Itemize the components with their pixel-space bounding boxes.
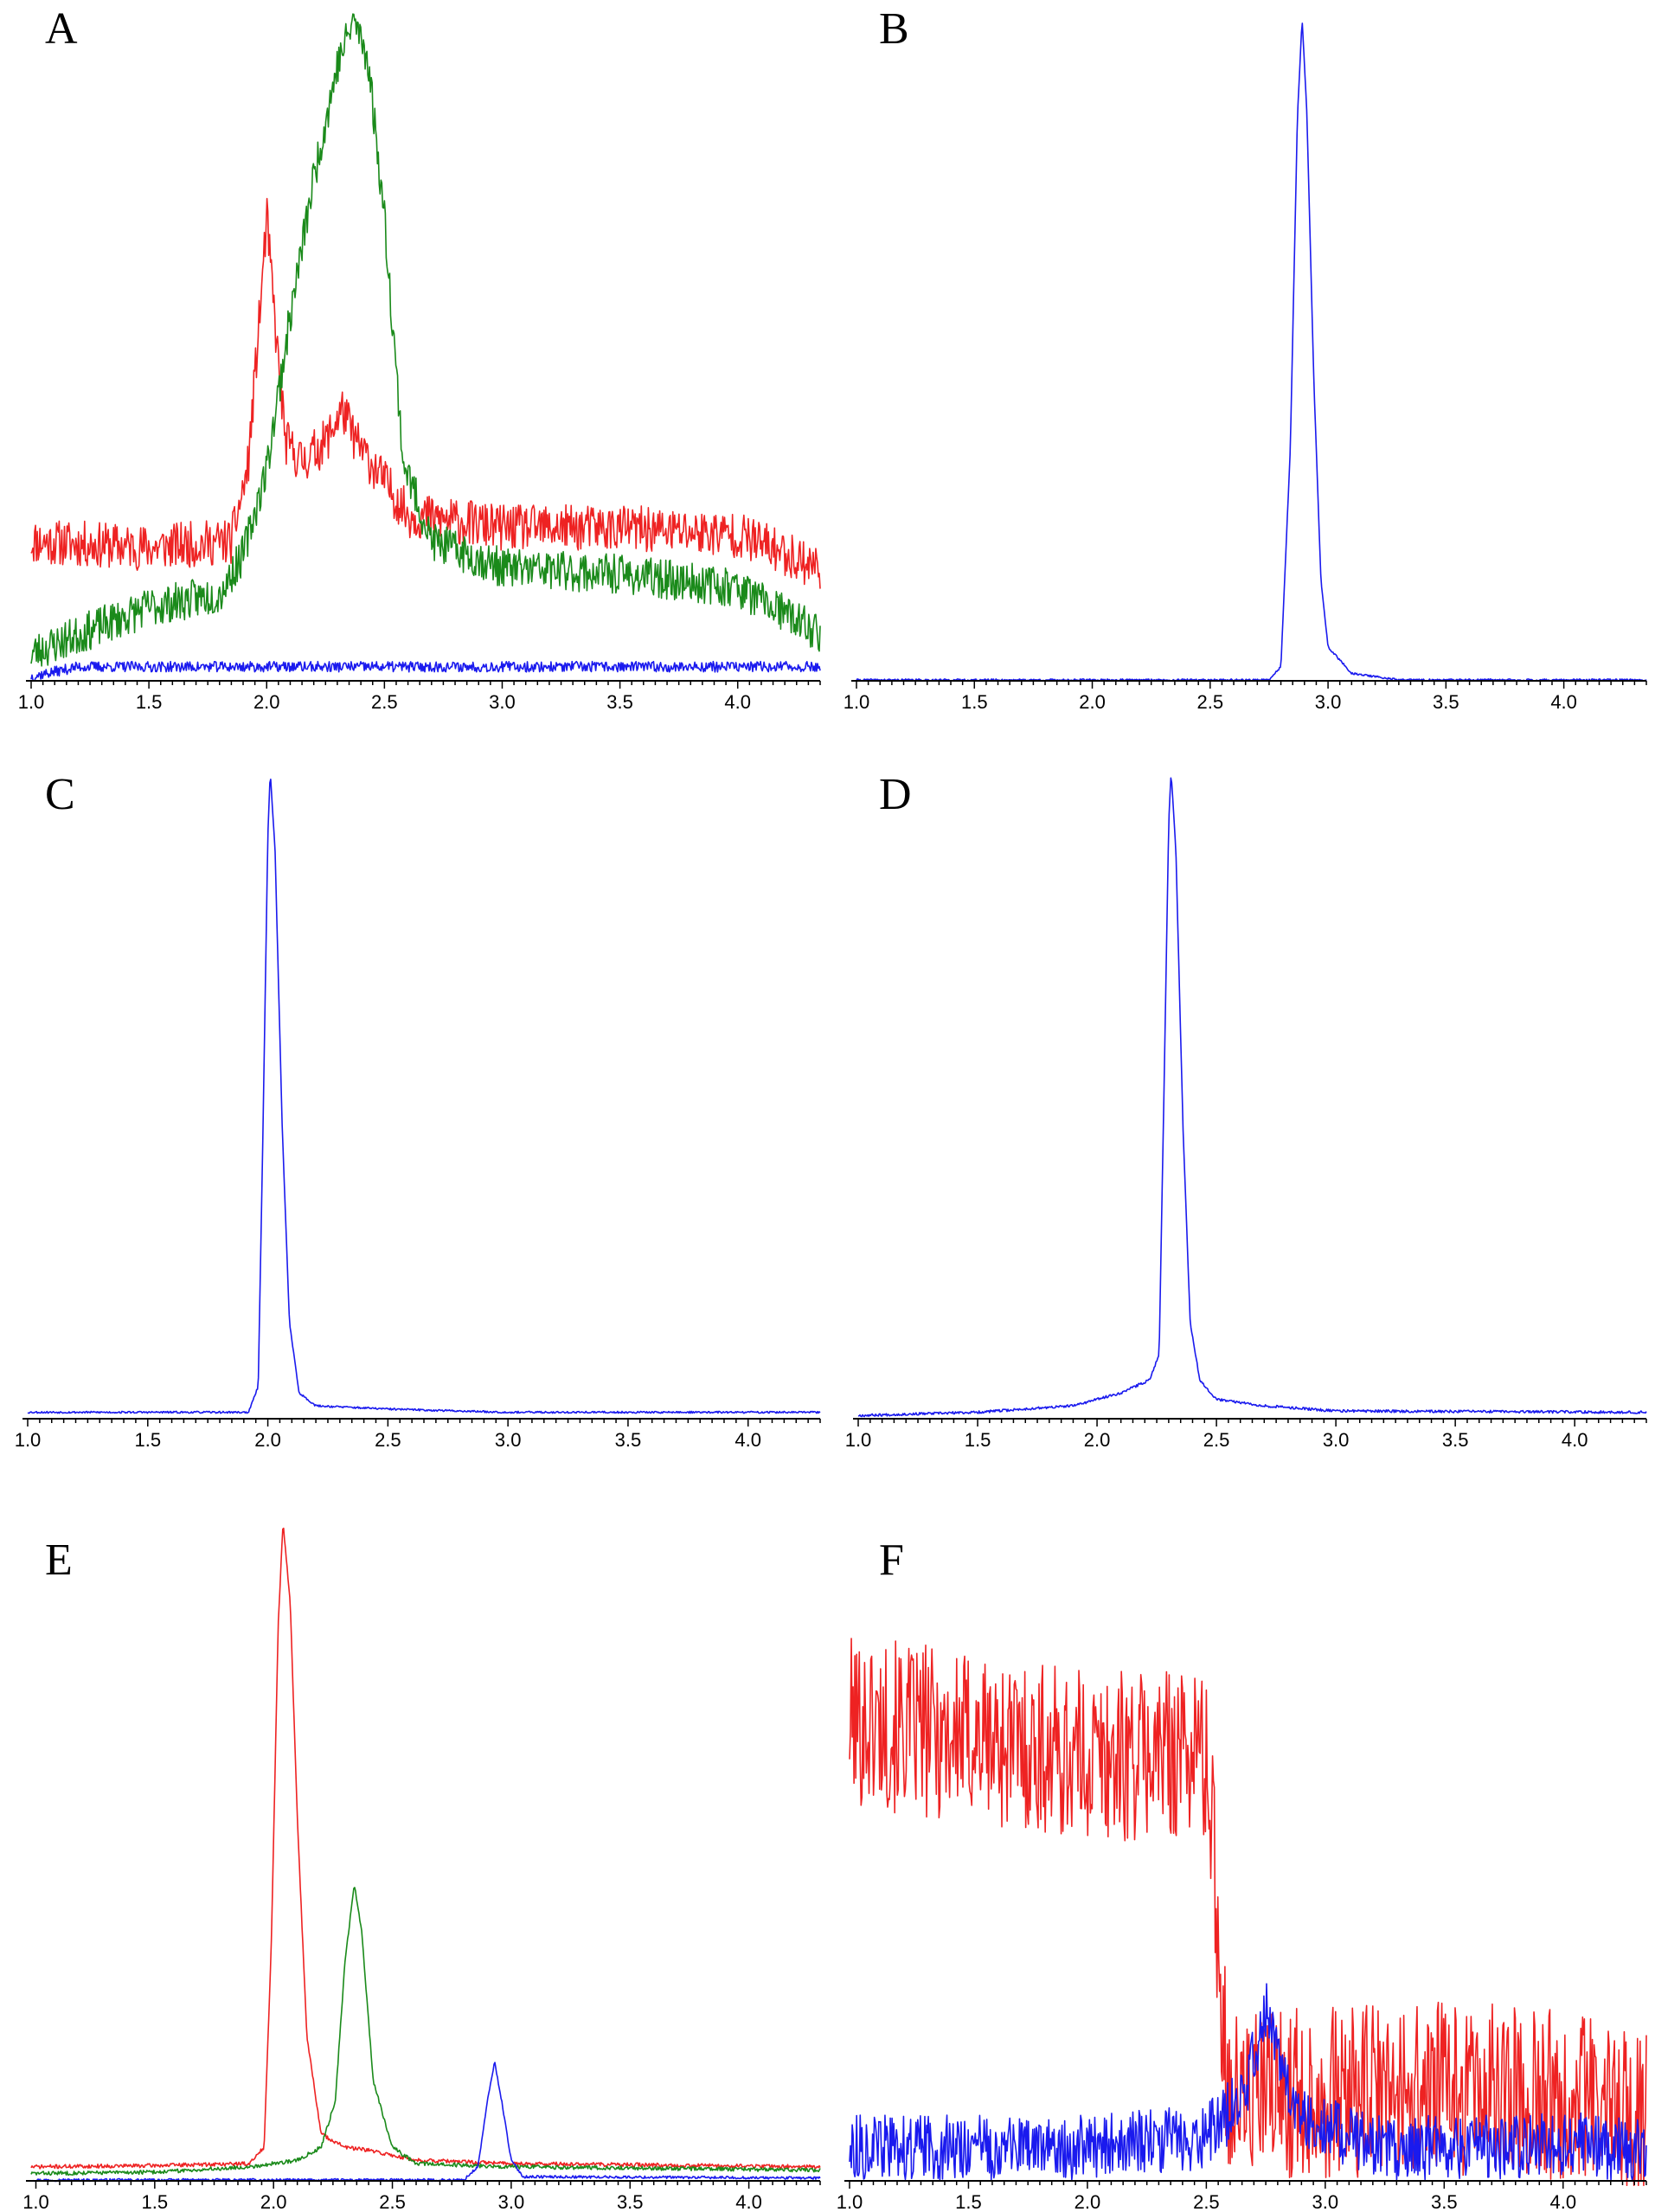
x-tick-label: 1.5 xyxy=(961,691,988,713)
x-tick-label: 2.0 xyxy=(1079,691,1106,713)
panel-e: E 1.0 1.5 2.0 2.5 3.0 3.5 4.0 xyxy=(22,1527,821,2212)
trace-green xyxy=(30,13,821,667)
trace-blue xyxy=(27,779,821,1414)
x-tick-label: 1.0 xyxy=(15,1429,42,1451)
x-tick-label: 1.5 xyxy=(136,691,163,713)
trace-blue xyxy=(30,660,821,682)
x-tick-label: 2.0 xyxy=(1084,1429,1111,1451)
x-tick-label: 2.0 xyxy=(1074,2191,1101,2212)
x-tick-label: 3.0 xyxy=(498,2191,525,2212)
x-tick-label: 1.0 xyxy=(837,2191,863,2212)
x-tick-label: 1.5 xyxy=(142,2191,169,2212)
x-tick-label: 2.5 xyxy=(1203,1429,1230,1451)
panel-f: F 1.0 1.5 2.0 2.5 3.0 3.5 4.0 xyxy=(837,1536,1647,2212)
x-tick-label: 2.0 xyxy=(260,2191,287,2212)
x-tick-label: 3.5 xyxy=(1433,691,1459,713)
x-tick-label: 4.0 xyxy=(1562,1429,1588,1451)
panel-a: A 1.0 1.5 2.0 2.5 3.0 3.5 4.0 xyxy=(18,4,821,713)
x-tick-label: 4.0 xyxy=(735,2191,762,2212)
trace-red xyxy=(30,197,821,589)
x-tick-label: 4.0 xyxy=(1550,691,1577,713)
x-tick-label: 1.5 xyxy=(134,1429,161,1451)
panel-d: D 1.0 1.5 2.0 2.5 3.0 3.5 4.0 xyxy=(845,770,1647,1451)
x-tick-label: 2.0 xyxy=(254,1429,281,1451)
x-tick-label: 3.0 xyxy=(489,691,516,713)
x-tick-label: 3.5 xyxy=(1431,2191,1458,2212)
x-tick-label: 3.0 xyxy=(1323,1429,1350,1451)
panel-letter: C xyxy=(45,770,75,819)
x-tick-label: 3.0 xyxy=(1312,2191,1339,2212)
trace-blue xyxy=(849,1983,1647,2181)
x-tick-label: 4.0 xyxy=(734,1429,761,1451)
panel-letter: F xyxy=(879,1536,904,1585)
x-tick-label: 2.5 xyxy=(1197,691,1224,713)
x-tick-label: 1.5 xyxy=(955,2191,982,2212)
x-tick-label: 4.0 xyxy=(1549,2191,1576,2212)
x-tick-label: 1.0 xyxy=(845,1429,872,1451)
trace-blue xyxy=(856,22,1647,682)
x-tick-label: 3.5 xyxy=(617,2191,644,2212)
x-tick-label: 2.5 xyxy=(375,1429,401,1451)
panel-letter: A xyxy=(45,4,78,54)
panel-letter: B xyxy=(879,4,909,54)
trace-green xyxy=(30,1887,821,2177)
x-tick-label: 1.0 xyxy=(22,2191,49,2212)
x-tick-label: 1.0 xyxy=(18,691,45,713)
panel-letter: D xyxy=(879,770,912,819)
x-tick-label: 1.5 xyxy=(965,1429,991,1451)
x-tick-label: 3.0 xyxy=(495,1429,522,1451)
x-tick-label: 2.0 xyxy=(253,691,280,713)
x-tick-label: 3.5 xyxy=(606,691,633,713)
panel-b: B 1.0 1.5 2.0 2.5 3.0 3.5 4.0 xyxy=(844,4,1647,713)
x-tick-label: 3.5 xyxy=(615,1429,642,1451)
x-tick-label: 2.5 xyxy=(379,2191,406,2212)
x-tick-label: 1.0 xyxy=(844,691,870,713)
x-tick-label: 2.5 xyxy=(1193,2191,1220,2212)
trace-red xyxy=(30,1527,821,2170)
panel-c: C 1.0 1.5 2.0 2.5 3.0 3.5 4.0 xyxy=(15,770,821,1451)
x-tick-label: 3.5 xyxy=(1442,1429,1469,1451)
x-tick-label: 4.0 xyxy=(724,691,751,713)
x-tick-label: 3.0 xyxy=(1315,691,1342,713)
panel-letter: E xyxy=(45,1536,73,1585)
x-tick-label: 2.5 xyxy=(371,691,398,713)
trace-blue xyxy=(857,777,1647,1418)
